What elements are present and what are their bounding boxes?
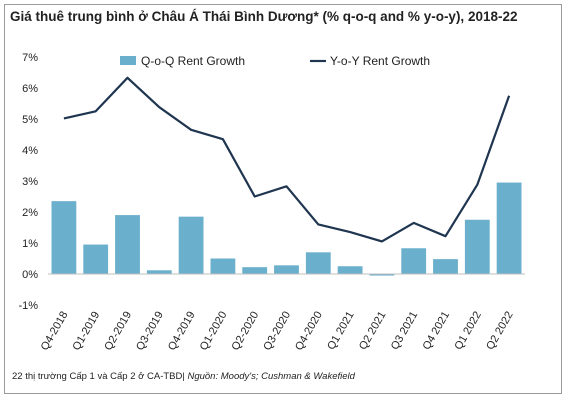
x-tick-label: Q3-2019: [134, 310, 166, 353]
x-tick-label: Q2-2019: [102, 310, 134, 353]
footnote-source: Nguồn: Moody's; Cushman & Wakefield: [184, 371, 355, 382]
x-tick-label: Q2-2020: [229, 310, 261, 353]
y-tick-label: 0%: [22, 269, 38, 281]
x-tick-label: Q1 2021: [325, 310, 356, 353]
bar-qoq: [464, 219, 490, 274]
y-tick-label: -1%: [18, 300, 38, 312]
x-tick-label: Q2 2021: [357, 310, 388, 353]
x-tick-label: Q4-2018: [39, 310, 71, 353]
bar-qoq: [210, 258, 236, 274]
bar-qoq: [51, 201, 77, 274]
bar-qoq: [337, 266, 363, 274]
x-tick-label: Q1 2022: [452, 310, 483, 353]
bar-qoq: [305, 252, 331, 274]
bar-qoq: [115, 215, 140, 274]
y-tick-label: 3%: [22, 176, 38, 188]
x-tick-label: Q1-2020: [198, 310, 230, 353]
y-tick-label: 2%: [22, 207, 38, 219]
y-tick-label: 1%: [22, 238, 38, 250]
x-tick-label: Q2 2022: [484, 310, 515, 353]
x-tick-label: Q3 2021: [389, 310, 420, 353]
x-tick-label: Q4-2019: [166, 310, 198, 353]
bar-qoq: [83, 244, 109, 274]
bar-qoq: [433, 259, 458, 274]
bar-qoq: [401, 248, 427, 274]
y-tick-label: 6%: [22, 83, 38, 95]
bar-qoq: [178, 216, 204, 274]
bar-qoq: [146, 270, 172, 274]
bar-qoq: [496, 182, 522, 274]
footnote: 22 thị trường Cấp 1 và Cấp 2 ở CA-TBD| N…: [12, 371, 355, 382]
x-tick-label: Q4-2020: [293, 310, 325, 353]
bar-qoq: [274, 265, 299, 274]
bar-qoq: [242, 267, 268, 274]
x-tick-label: Q3-2020: [261, 310, 293, 353]
y-tick-label: 4%: [22, 145, 38, 157]
y-tick-label: 7%: [22, 52, 38, 64]
footnote-note: 22 thị trường Cấp 1 và Cấp 2 ở CA-TBD|: [12, 371, 185, 382]
chart-title: Giá thuê trung bình ở Châu Á Thái Bình D…: [10, 9, 518, 24]
y-tick-label: 5%: [22, 114, 38, 126]
x-tick-label: Q1-2019: [70, 310, 102, 353]
bar-qoq: [369, 274, 395, 276]
line-yoy: [63, 76, 511, 243]
x-tick-label: Q4 2021: [421, 310, 452, 353]
legend-swatch-qoq: [120, 56, 136, 65]
legend-label-qoq: Q-o-Q Rent Growth: [141, 54, 245, 68]
legend-label-yoy: Y-o-Y Rent Growth: [330, 54, 430, 68]
